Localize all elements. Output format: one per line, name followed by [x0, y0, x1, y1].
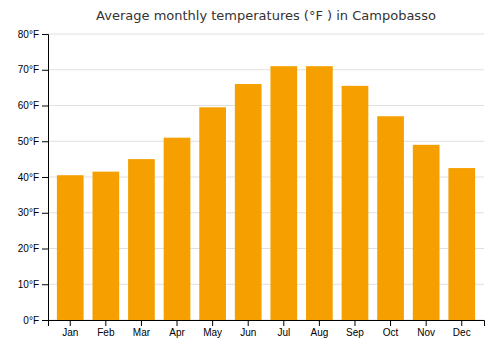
bar	[164, 138, 191, 320]
y-tick: 60°F	[18, 100, 48, 111]
y-tick-label: 40°F	[18, 172, 39, 183]
bar	[57, 175, 84, 320]
x-tick-mark	[177, 320, 178, 326]
x-tick-mark	[70, 320, 71, 326]
y-tick-mark	[42, 177, 48, 178]
x-tick-mark	[426, 320, 427, 326]
plot: Jan Feb Mar Apr May Jun Jul Aug Sep Oct Nov Dec 0°F 1…	[18, 29, 485, 338]
x-tick-label: Apr	[169, 327, 185, 338]
chart: Average monthly temperatures (°F ) in Ca…	[0, 0, 500, 350]
x-tick: Aug	[310, 320, 328, 338]
y-tick-mark	[42, 106, 48, 107]
y-tick-mark	[42, 70, 48, 71]
bar	[448, 168, 475, 320]
bars	[57, 66, 475, 320]
x-tick: Apr	[169, 320, 185, 338]
x-tick-label: Jun	[240, 327, 256, 338]
y-tick-mark	[42, 284, 48, 285]
title: Average monthly temperatures (°F ) in Ca…	[96, 8, 436, 23]
x-tick-label: Dec	[453, 327, 471, 338]
x-tick: Nov	[417, 320, 435, 338]
y-tick-mark	[42, 141, 48, 142]
y-tick-label: 60°F	[18, 100, 39, 111]
y-tick-label: 30°F	[18, 207, 39, 218]
x-tick-label: May	[203, 327, 222, 338]
x-tick-label: Aug	[310, 327, 328, 338]
y-tick: 40°F	[18, 172, 48, 183]
y-tick-label: 10°F	[18, 279, 39, 290]
x-axis: Jan Feb Mar Apr May Jun Jul Aug Sep Oct Nov Dec	[49, 320, 485, 338]
y-tick: 50°F	[18, 136, 48, 147]
x-tick-label: Jan	[62, 327, 78, 338]
bar	[128, 159, 155, 320]
y-tick-label: 70°F	[18, 64, 39, 75]
x-tick-mark	[319, 320, 320, 326]
x-tick-label: Sep	[346, 327, 364, 338]
y-tick-label: 20°F	[18, 243, 39, 254]
x-tick-label: Jul	[277, 327, 290, 338]
y-tick-mark	[42, 249, 48, 250]
y-tick-mark	[42, 213, 48, 214]
bar	[306, 66, 333, 320]
x-tick: Dec	[453, 320, 471, 338]
x-tick: Feb	[97, 320, 115, 338]
y-tick: 0°F	[23, 315, 48, 326]
grid-line	[48, 34, 484, 35]
x-tick-mark	[283, 320, 284, 326]
y-axis: 0°F 10°F 20°F 30°F 40°F 50°F 60°F 70°F 80°F	[18, 29, 49, 326]
grid-line	[48, 141, 484, 142]
y-tick: 80°F	[18, 29, 48, 40]
bar	[342, 86, 369, 320]
x-tick-mark	[212, 320, 213, 326]
x-tick: Jul	[277, 320, 290, 338]
x-tick-mark	[390, 320, 391, 326]
y-tick-label: 0°F	[23, 315, 39, 326]
y-tick-label: 80°F	[18, 29, 39, 40]
grid-line	[48, 105, 484, 106]
y-tick: 30°F	[18, 207, 48, 218]
grid-line	[48, 69, 484, 70]
y-tick: 10°F	[18, 279, 48, 290]
x-tick-mark	[105, 320, 106, 326]
y-tick-mark	[42, 34, 48, 35]
x-tick-mark	[461, 320, 462, 326]
y-tick-label: 50°F	[18, 136, 39, 147]
bar	[413, 145, 440, 320]
bar	[92, 172, 119, 320]
bar	[270, 66, 297, 320]
x-tick-mark	[354, 320, 355, 326]
x-tick-label: Feb	[97, 327, 115, 338]
x-axis-line	[49, 321, 485, 327]
x-tick-label: Mar	[133, 327, 151, 338]
x-tick-label: Oct	[383, 327, 399, 338]
bar	[235, 84, 262, 320]
x-tick: Sep	[346, 320, 364, 338]
x-tick: Jun	[240, 320, 256, 338]
x-tick-mark	[141, 320, 142, 326]
x-tick: Mar	[133, 320, 151, 338]
bar	[199, 107, 226, 320]
y-tick: 20°F	[18, 243, 48, 254]
y-tick-mark	[42, 320, 48, 321]
x-tick: Oct	[383, 320, 399, 338]
x-tick-mark	[248, 320, 249, 326]
x-tick: May	[203, 320, 222, 338]
grid	[48, 34, 484, 320]
y-tick: 70°F	[18, 64, 48, 75]
y-axis-line	[42, 35, 49, 321]
x-tick-label: Nov	[417, 327, 435, 338]
bar	[377, 116, 404, 320]
x-tick: Jan	[62, 320, 78, 338]
